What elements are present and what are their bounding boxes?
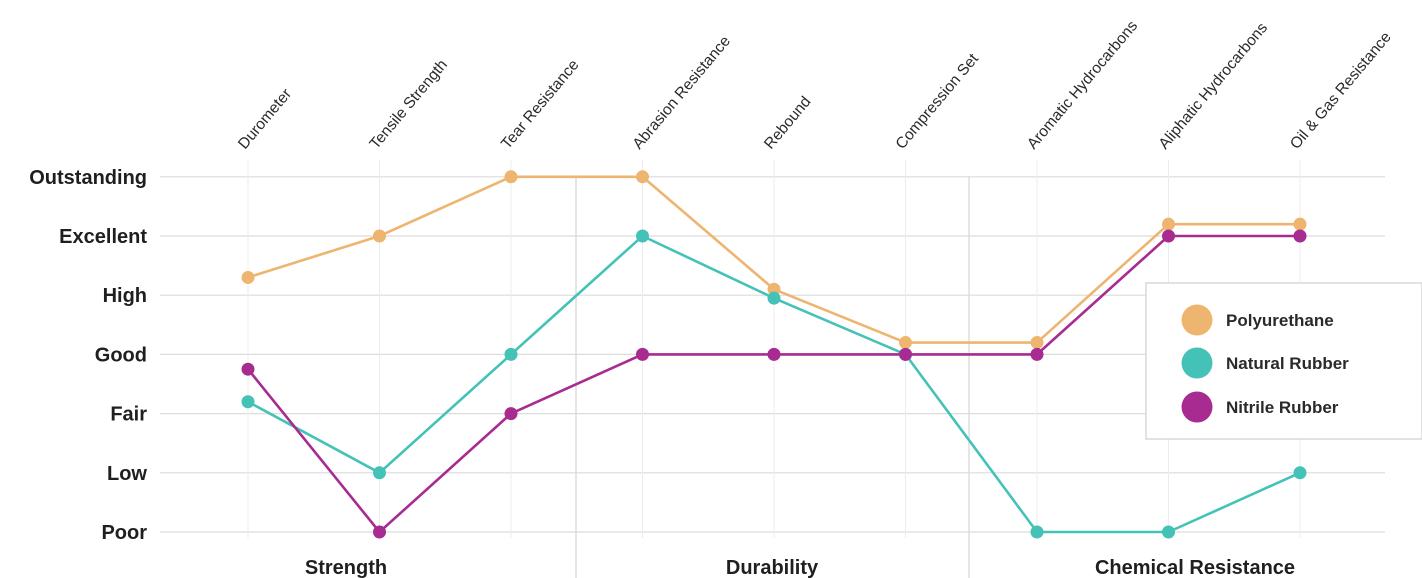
- data-point-nitrile-rubber: [504, 407, 518, 421]
- legend-label: Polyurethane: [1226, 311, 1334, 330]
- x-tick-label: Rebound: [761, 93, 814, 152]
- x-tick-label: Compression Set: [893, 50, 983, 153]
- x-tick-label: Durometer: [235, 86, 295, 153]
- legend-swatch: [1181, 304, 1213, 336]
- group-label: Chemical Resistance: [1095, 557, 1295, 578]
- data-point-polyurethane: [636, 170, 649, 184]
- data-point-natural-rubber: [1030, 525, 1044, 539]
- x-tick-label: Tear Resistance: [498, 57, 582, 153]
- data-point-polyurethane: [899, 336, 912, 350]
- x-tick-label: Aliphatic Hydrocarbons: [1156, 19, 1272, 152]
- data-point-natural-rubber: [373, 466, 386, 480]
- data-point-nitrile-rubber: [767, 347, 781, 361]
- legend: Polyurethane Natural Rubber Nitrile Rubber: [1145, 282, 1422, 440]
- y-tick-outstanding: Outstanding: [29, 167, 147, 189]
- legend-label: Nitrile Rubber: [1226, 398, 1339, 417]
- y-tick-excellent: Excellent: [59, 226, 147, 248]
- data-point-natural-rubber: [767, 291, 781, 305]
- x-tick-label: Oil & Gas Resistance: [1287, 29, 1395, 153]
- data-point-natural-rubber: [1293, 466, 1307, 480]
- data-point-natural-rubber: [241, 395, 255, 409]
- data-series: [241, 170, 1307, 539]
- y-tick-high: High: [103, 285, 147, 307]
- data-point-polyurethane: [241, 270, 255, 284]
- data-point-nitrile-rubber: [241, 362, 255, 376]
- data-point-natural-rubber: [636, 229, 649, 243]
- y-axis-labels: Poor Low Fair Good High Excellent Outstanding: [29, 167, 147, 544]
- group-label: Strength: [305, 557, 387, 578]
- data-point-nitrile-rubber: [1293, 229, 1307, 243]
- x-tick-label: Abrasion Resistance: [630, 33, 734, 153]
- data-point-polyurethane: [1293, 217, 1307, 231]
- legend-swatch: [1181, 391, 1213, 423]
- data-point-polyurethane: [373, 229, 386, 243]
- data-point-nitrile-rubber: [1030, 347, 1044, 361]
- x-axis-labels: Durometer Tensile Strength Tear Resistance…: [235, 17, 1395, 152]
- legend-swatch: [1181, 347, 1213, 379]
- x-tick-label: Aromatic Hydrocarbons: [1024, 17, 1141, 152]
- data-point-natural-rubber: [1162, 525, 1175, 539]
- y-tick-poor: Poor: [101, 522, 147, 544]
- data-point-polyurethane: [504, 170, 518, 184]
- data-point-nitrile-rubber: [636, 347, 649, 361]
- data-point-polyurethane: [1030, 336, 1044, 350]
- y-tick-fair: Fair: [110, 404, 147, 426]
- data-point-nitrile-rubber: [899, 347, 912, 361]
- data-point-polyurethane: [1162, 217, 1175, 231]
- data-point-nitrile-rubber: [1162, 229, 1175, 243]
- x-tick-label: Tensile Strength: [367, 56, 451, 152]
- data-point-nitrile-rubber: [373, 525, 386, 539]
- data-point-natural-rubber: [504, 347, 518, 361]
- y-tick-low: Low: [107, 463, 147, 485]
- category-group-labels: Strength Durability Chemical Resistance: [305, 557, 1295, 578]
- legend-label: Natural Rubber: [1226, 354, 1349, 373]
- y-tick-good: Good: [95, 344, 147, 366]
- data-point-polyurethane: [767, 282, 781, 296]
- group-label: Durability: [726, 557, 819, 578]
